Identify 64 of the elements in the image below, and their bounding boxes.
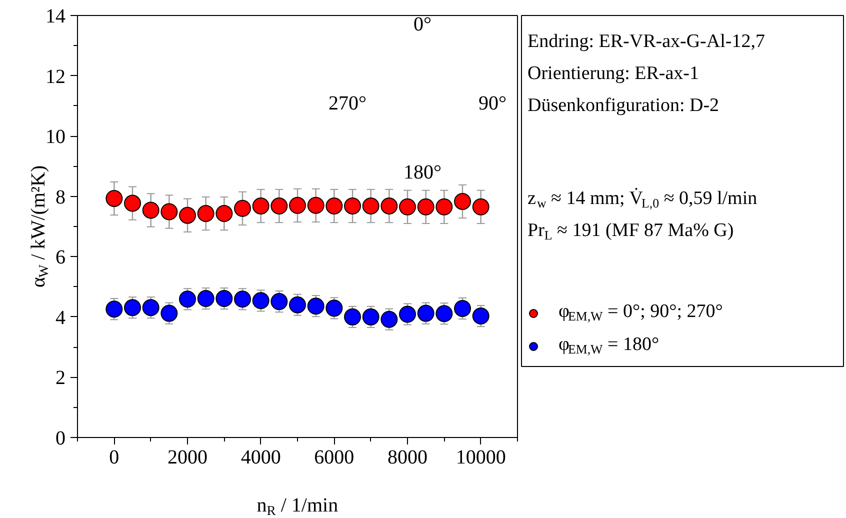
y-tick-label: 14 [46,6,66,28]
point [216,290,233,308]
x-tick-label: 4000 [240,446,281,468]
point [179,290,196,308]
y-tick-label: 4 [56,306,66,329]
point [362,198,380,214]
point [252,198,270,214]
y-tick-label: 10 [46,126,66,148]
x-tick-label: 2000 [168,446,208,468]
point [436,305,453,322]
point [142,299,160,316]
point [307,196,324,214]
point [436,198,453,216]
point [270,198,288,214]
point [106,300,123,318]
point [326,300,343,317]
point [454,300,471,317]
point [124,299,141,316]
point [234,200,251,217]
point [179,206,196,224]
point [326,198,343,214]
point [472,308,490,325]
point [142,202,160,219]
x-tick-label: 10000 [456,446,506,468]
y-tick-label: 8 [56,186,66,208]
point [197,290,214,308]
y-tick-label: 6 [56,246,66,269]
annotation: 0° [414,14,432,36]
text: Düsenkonfiguration: D-2 [528,95,720,116]
y-tick-label: 2 [56,367,66,390]
point [344,308,361,326]
point [399,306,416,323]
annotation: 90° [478,92,506,114]
point [454,192,471,210]
point [234,290,251,308]
point [289,196,306,214]
x-tick-label: 8000 [388,446,428,468]
point [344,198,361,214]
point [252,292,270,310]
annotation: 180° [404,162,442,184]
text: Endring: ER-VR-ax-G-Al-12,7 [528,31,765,52]
point [362,308,380,326]
point [106,190,123,207]
y-tick-label: 12 [46,66,66,88]
point [216,205,233,222]
point [472,198,490,216]
point [270,293,288,310]
y-tick-label: 0 [56,428,66,450]
point [417,304,434,322]
point [289,296,306,314]
x-tick-label: 0 [109,446,120,468]
point [160,304,178,322]
point [380,198,398,214]
point [124,194,141,212]
point [399,198,416,216]
point [417,198,434,216]
point [380,310,398,328]
point [160,203,178,220]
text: Orientierung: ER-ax-1 [528,63,699,84]
y-axis-title: αW / kW/(m²K) [28,165,51,288]
point [197,205,214,222]
annotation: 270° [328,92,366,114]
point [307,298,324,315]
x-tick-label: 6000 [314,446,354,468]
